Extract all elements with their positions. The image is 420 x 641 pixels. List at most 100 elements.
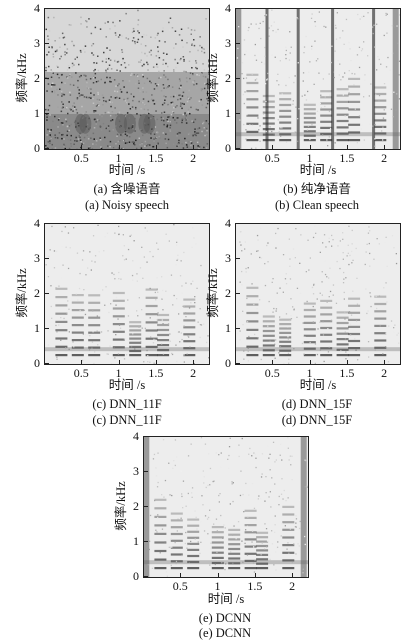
x-tick-label: 2 [381,366,388,380]
y-tick-mark [45,328,49,329]
x-axis-label: 时间 /s [108,163,146,177]
caption-cn: (e) DCNN [198,611,252,625]
y-tick-label: 3 [34,251,40,265]
x-tick-label: 0.5 [264,366,280,380]
x-tick-mark [309,360,311,364]
y-tick-label: 0 [133,569,139,583]
y-tick-mark [144,541,148,542]
y-tick-label: 0 [225,356,231,370]
caption-en: (e) DCNN [198,626,252,640]
y-tick-mark [45,78,49,79]
x-axis-label: 时间 /s [207,592,245,606]
x-tick-label: 1.5 [247,579,263,593]
y-tick-label: 2 [34,71,40,85]
x-tick-mark [292,573,294,577]
y-tick-mark [45,148,49,149]
spectrogram-dnn-11f [44,223,210,365]
x-tick-mark [217,573,219,577]
y-axis-label: 频率/kHz [206,268,220,318]
x-tick-mark [346,145,348,149]
y-tick-label: 0 [225,141,231,155]
y-tick-label: 3 [225,251,231,265]
x-tick-label: 0.5 [73,366,89,380]
x-tick-label: 1 [306,366,313,380]
y-tick-label: 1 [133,534,139,548]
caption-en: (c) DNN_11F [92,413,162,427]
y-tick-label: 3 [133,464,139,478]
y-tick-label: 4 [34,1,40,15]
y-tick-mark [236,43,240,44]
y-tick-mark [144,506,148,507]
x-tick-mark [309,145,311,149]
caption-cn: (d) DNN_15F [281,397,353,411]
y-tick-label: 2 [133,499,139,513]
caption-en: (a) Noisy speech [85,198,169,212]
caption-en: (b) Clean speech [275,198,359,212]
y-tick-label: 0 [34,141,40,155]
x-tick-label: 1.5 [339,151,355,165]
x-tick-label: 2 [289,579,296,593]
x-tick-label: 1 [115,366,122,380]
y-tick-mark [236,328,240,329]
y-tick-mark [45,258,49,259]
x-tick-label: 0.5 [264,151,280,165]
spectrogram-noisy [44,8,210,150]
x-tick-mark [180,573,182,577]
y-tick-mark [45,43,49,44]
x-tick-mark [384,145,386,149]
x-tick-label: 1.5 [148,151,164,165]
x-tick-mark [272,360,274,364]
y-tick-label: 1 [225,321,231,335]
spectrogram-dnn-15f [235,223,401,365]
x-tick-label: 2 [190,366,197,380]
y-tick-mark [144,471,148,472]
caption-en: (d) DNN_15F [281,413,353,427]
x-tick-label: 2 [381,151,388,165]
x-tick-mark [118,360,120,364]
y-tick-label: 4 [133,429,139,443]
x-axis-label: 时间 /s [299,163,337,177]
y-tick-label: 3 [34,36,40,50]
x-tick-mark [81,145,83,149]
x-tick-label: 1 [306,151,313,165]
x-tick-mark [193,145,195,149]
y-axis-label: 频率/kHz [114,481,128,531]
spectrogram-clean [235,8,401,150]
x-tick-mark [346,360,348,364]
x-tick-mark [155,360,157,364]
x-tick-label: 2 [190,151,197,165]
x-tick-mark [193,360,195,364]
x-tick-mark [155,145,157,149]
spectrogram-image [236,9,400,149]
y-tick-label: 2 [225,71,231,85]
y-tick-label: 3 [225,36,231,50]
caption-cn: (b) 纯净语音 [283,182,351,196]
y-tick-label: 4 [34,216,40,230]
y-tick-mark [45,293,49,294]
spectrogram-image [236,224,400,364]
y-tick-mark [236,223,240,224]
x-tick-label: 1 [214,579,221,593]
spectrogram-image [45,9,209,149]
y-tick-label: 1 [225,106,231,120]
x-tick-mark [254,573,256,577]
y-tick-label: 1 [34,106,40,120]
y-tick-mark [45,363,49,364]
y-tick-label: 0 [34,356,40,370]
x-tick-label: 1 [115,151,122,165]
y-axis-label: 频率/kHz [206,53,220,103]
spectrogram-dcnn [143,436,309,578]
x-tick-label: 0.5 [73,151,89,165]
caption-cn: (c) DNN_11F [92,397,162,411]
y-tick-mark [236,258,240,259]
y-tick-mark [236,148,240,149]
y-tick-label: 1 [34,321,40,335]
x-tick-mark [118,145,120,149]
y-tick-mark [236,8,240,9]
x-tick-label: 1.5 [148,366,164,380]
y-tick-label: 2 [225,286,231,300]
x-axis-label: 时间 /s [108,378,146,392]
spectrogram-image [144,437,308,577]
y-axis-label: 频率/kHz [15,53,29,103]
x-tick-mark [81,360,83,364]
